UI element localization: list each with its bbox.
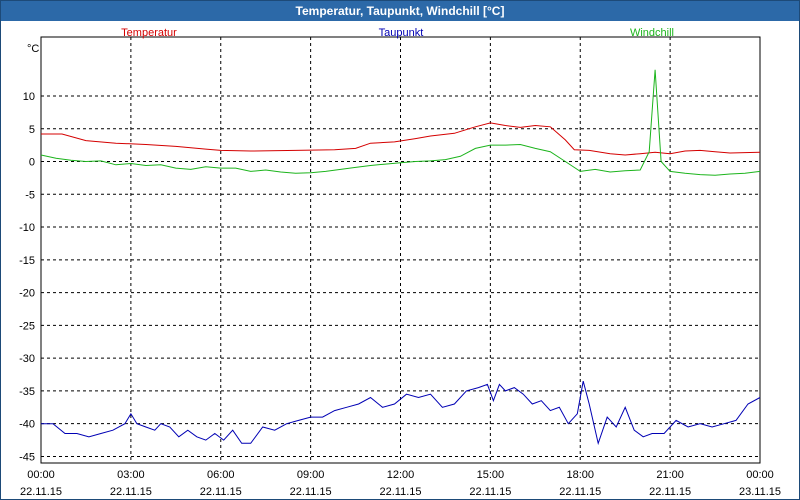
x-tick-date: 22.11.15 (379, 486, 421, 498)
legend: Temperatur Taupunkt Windchill (121, 27, 674, 39)
y-axis-label: °C (27, 43, 39, 55)
legend-windchill: Windchill (630, 27, 674, 39)
y-tick-label: -15 (19, 255, 35, 267)
x-tick-time: 15:00 (477, 469, 505, 481)
y-tick-label: 5 (29, 124, 35, 136)
title-bar: Temperatur, Taupunkt, Windchill [°C] (1, 1, 799, 21)
y-tick-label: -10 (19, 222, 35, 234)
x-tick-date: 22.11.15 (20, 486, 62, 498)
x-tick-date: 22.11.15 (469, 486, 511, 498)
x-tick-date: 22.11.15 (290, 486, 332, 498)
x-tick-date: 22.11.15 (200, 486, 242, 498)
x-tick-time: 21:00 (656, 469, 684, 481)
y-tick-label: -35 (19, 386, 35, 398)
y-tick-label: -25 (19, 320, 35, 332)
x-tick-time: 18:00 (566, 469, 594, 481)
series-lines (40, 69, 761, 446)
y-tick-label: -20 (19, 288, 35, 300)
x-tick-time: 09:00 (297, 469, 325, 481)
x-tick-time: 00:00 (746, 469, 774, 481)
x-tick-time: 00:00 (27, 469, 55, 481)
y-tick-label: -40 (19, 419, 35, 431)
x-tick-date: 22.11.15 (649, 486, 691, 498)
y-tick-labels: 10 5 0 -5 -10 -15 -20 -25 -30 -35 -40 -45 (19, 91, 35, 463)
x-tick-time: 12:00 (387, 469, 415, 481)
legend-taupunkt: Taupunkt (379, 27, 424, 39)
y-tick-label: 10 (23, 91, 35, 103)
x-tick-labels: 00:00 22.11.15 03:00 22.11.15 06:00 22.11.15 0… (20, 469, 781, 498)
line-chart: 10 5 0 -5 -10 -15 -20 -25 -30 -35 -40 -45 00:00 22.1… (19, 27, 781, 498)
y-tick-label: 0 (29, 157, 35, 169)
y-tick-label: -45 (19, 451, 35, 463)
legend-temperatur: Temperatur (121, 27, 177, 39)
y-tick-label: -5 (25, 189, 35, 201)
series-line-temperatur (41, 122, 761, 156)
x-tick-date: 23.11.15 (739, 486, 781, 498)
series-line-taupunkt (41, 380, 761, 446)
x-tick-time: 03:00 (117, 469, 145, 481)
series-line-windchill (40, 69, 761, 176)
y-tick-label: -30 (19, 353, 35, 365)
x-tick-date: 22.11.15 (110, 486, 152, 498)
x-tick-date: 22.11.15 (559, 486, 601, 498)
x-tick-time: 06:00 (207, 469, 235, 481)
